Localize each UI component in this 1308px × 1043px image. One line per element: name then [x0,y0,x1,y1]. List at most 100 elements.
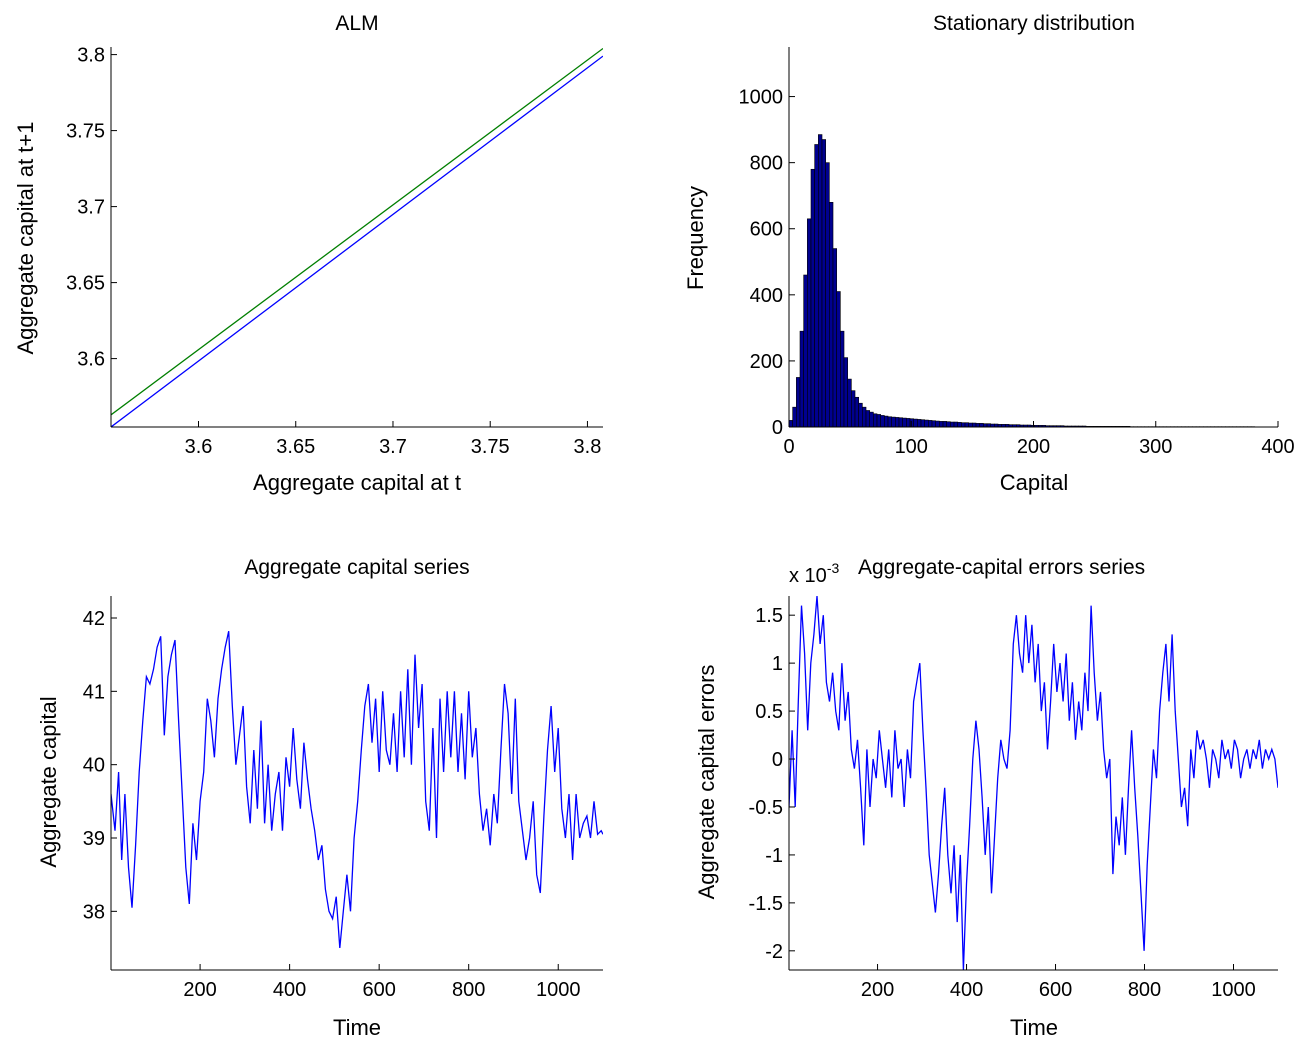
y-tick-label: 3.6 [77,349,105,371]
y-tick-label: 40 [83,755,105,777]
y-tick-label: 1000 [739,87,784,109]
errors-exponent-label: x 10-3 [789,560,839,587]
x-tick-label: 400 [1261,436,1294,458]
histogram-xlabel: Capital [1000,470,1068,495]
alm-axes: 3.6 3.65 3.7 3.75 3.8 3.6 3.65 3.7 3.75 3.8 [66,45,603,458]
histogram-bar [814,144,819,427]
x-tick-label: 200 [861,979,894,1001]
x-tick-label: 3.65 [276,436,315,458]
histogram-panel: Stationary distribution 0 100 200 300 400 0 20… [683,12,1295,495]
errors-series-title: Aggregate-capital errors series [858,556,1145,579]
histogram-bar [968,422,973,427]
alm-lines [111,47,603,427]
alm-xlabel: Aggregate capital at t [253,470,461,495]
x-tick-label: 800 [452,979,485,1001]
errors-exponent-base: x 10 [789,565,827,587]
alm-panel: ALM 3.6 3.65 3.7 3.75 3.8 3.6 3.65 3.7 3.75 3.8 A… [13,12,603,495]
capital-series-ylabel: Aggregate capital [36,696,61,867]
y-tick-label: 0.5 [755,701,783,723]
series-line-1 [111,55,603,427]
capital-series-xlabel: Time [333,1015,381,1040]
histogram-bar [891,416,896,427]
y-tick-label: 42 [83,608,105,630]
y-tick-label: 38 [83,901,105,923]
histogram-bar [836,291,841,427]
y-tick-label: 3.8 [77,45,105,67]
histogram-bar [789,420,793,427]
histogram-bar [924,419,929,427]
errors-exponent-power: -3 [827,560,840,576]
y-tick-label: -1.5 [749,893,783,915]
histogram-bar [972,422,977,427]
histogram-bar [865,410,870,427]
histogram-bar [821,139,826,427]
histogram-bar [884,415,889,427]
histogram-bar [895,417,900,427]
x-tick-label: 0 [783,436,794,458]
histogram-bar [818,134,823,427]
y-tick-label: 3.7 [77,197,105,219]
y-tick-label: 1.5 [755,605,783,627]
y-tick-label: 39 [83,828,105,850]
histogram-bar [964,422,970,427]
histogram-bar [979,423,984,427]
histogram-bar [876,414,881,427]
errors-series-line [789,596,1278,970]
y-tick-label: 1 [772,653,783,675]
y-tick-label: 3.65 [66,273,105,295]
y-tick-label: 400 [750,285,783,307]
histogram-bar [810,168,815,427]
histogram-bar [803,274,808,427]
histogram-bar [840,330,845,427]
histogram-bar [862,406,867,427]
y-tick-label: 200 [750,351,783,373]
series-line-0 [111,631,603,949]
x-tick-label: 3.6 [185,436,213,458]
histogram-bar [957,422,962,427]
x-tick-label: 3.7 [379,436,407,458]
x-tick-label: 3.75 [471,436,510,458]
histogram-bar [917,419,922,427]
histogram-bar [946,421,951,427]
histogram-bar [950,421,955,427]
x-tick-label: 1000 [1211,979,1256,1001]
histogram-axes: 0 100 200 300 400 0 200 400 600 800 1000 [739,47,1295,458]
histogram-bar [953,421,959,427]
histogram-bar [928,420,933,427]
y-tick-label: -0.5 [749,797,783,819]
histogram-bar [880,415,885,427]
x-tick-label: 400 [273,979,306,1001]
histogram-bar [792,406,797,427]
capital-series-panel: Aggregate capital series 200 400 600 800 100… [36,556,603,1040]
y-tick-label: 0 [772,749,783,771]
y-tick-label: 3.75 [66,121,105,143]
histogram-bar [869,411,874,427]
histogram-bar [799,330,804,427]
histogram-ylabel: Frequency [683,186,708,290]
x-tick-label: 3.8 [574,436,602,458]
errors-series-xlabel: Time [1010,1015,1058,1040]
x-tick-label: 300 [1139,436,1172,458]
capital-series-axes: 200 400 600 800 1000 38 39 40 41 42 [83,596,603,1001]
histogram-bar [887,416,892,427]
x-tick-label: 400 [950,979,983,1001]
alm-title: ALM [335,12,378,35]
y-tick-label: -1 [765,845,783,867]
errors-series-ylabel: Aggregate capital errors [694,665,719,900]
x-tick-label: 200 [1017,436,1050,458]
x-tick-label: 1000 [536,979,581,1001]
histogram-bar [942,421,948,427]
y-tick-label: -2 [765,941,783,963]
histogram-bar [873,413,878,427]
histogram-bars [789,134,1256,427]
errors-series-panel: Aggregate-capital errors series x 10-3 2… [694,556,1278,1040]
alm-ylabel: Aggregate capital at t+1 [13,122,38,355]
histogram-bar [961,422,966,427]
histogram-bar [829,202,834,427]
histogram-bar [847,378,852,427]
histogram-bar [843,357,848,427]
histogram-bar [851,390,856,427]
histogram-bar [807,218,812,427]
histogram-bar [854,396,859,427]
